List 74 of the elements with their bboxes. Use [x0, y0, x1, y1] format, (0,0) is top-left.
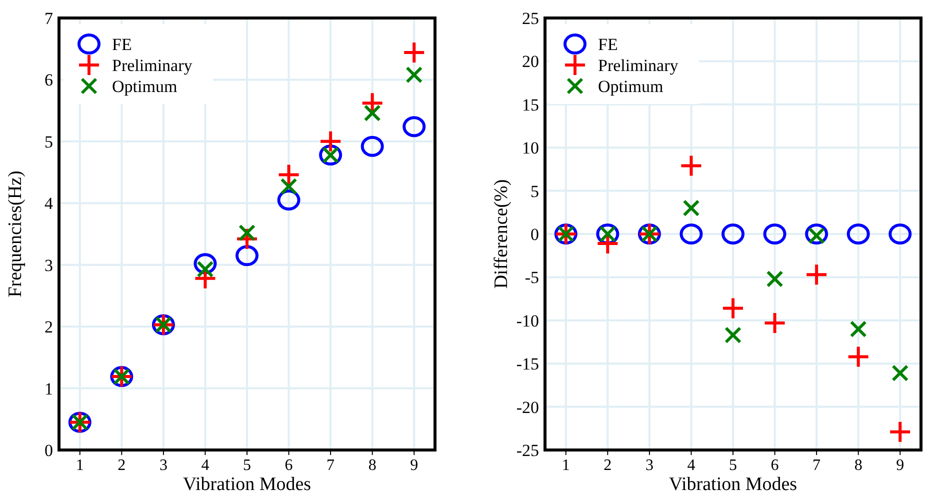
y-axis-title: Difference(%): [491, 179, 512, 289]
point: [850, 320, 867, 338]
x-tick-label: 3: [645, 457, 654, 474]
point: [680, 224, 703, 244]
x-axis-title: Vibration Modes: [182, 474, 312, 495]
point: [402, 41, 426, 64]
point: [680, 154, 703, 178]
x-tick-label: 8: [368, 457, 376, 474]
y-tick-label: 6: [44, 70, 53, 90]
x-tick-label: 9: [410, 457, 418, 474]
legend-label: Preliminary: [598, 56, 679, 75]
y-tick-label: -15: [516, 354, 539, 374]
x-tick-label: 4: [201, 457, 210, 474]
y-tick-label: 20: [522, 52, 539, 72]
point: [319, 130, 342, 153]
point: [724, 326, 742, 344]
y-tick-label: 5: [44, 132, 53, 152]
x-tick-label: 7: [812, 457, 821, 474]
point: [402, 116, 426, 138]
y-tick-label: 0: [44, 441, 53, 460]
x-tick-label: 9: [896, 457, 904, 474]
y-tick-label: 5: [530, 182, 539, 201]
point: [846, 345, 870, 368]
x-tick-label: 6: [770, 457, 779, 474]
y-tick-label: 1: [44, 379, 53, 398]
point: [406, 66, 423, 84]
y-tick-label: 3: [44, 256, 53, 275]
y-tick-label: 15: [522, 95, 539, 114]
y-tick-label: -10: [516, 311, 539, 330]
x-tick-label: 8: [854, 457, 862, 474]
point: [805, 224, 828, 244]
point: [277, 163, 300, 186]
legend-label: FE: [598, 35, 618, 54]
y-tick-label: -25: [516, 441, 539, 460]
point: [763, 224, 786, 244]
legend-label: Optimum: [112, 77, 178, 96]
point: [892, 364, 909, 382]
y-tick-label: 2: [44, 318, 53, 337]
point: [236, 245, 258, 266]
x-tick-label: 6: [284, 457, 293, 474]
y-tick-label: 7: [44, 9, 54, 28]
x-tick-label: 5: [243, 457, 251, 474]
point: [763, 311, 786, 334]
x-tick-label: 2: [604, 457, 612, 474]
y-tick-label: 0: [530, 225, 539, 244]
x-tick-label: 4: [687, 457, 696, 474]
point: [722, 224, 744, 244]
x-tick-label: 2: [118, 457, 126, 474]
legend-label: Optimum: [598, 77, 664, 96]
y-tick-label: -20: [516, 398, 539, 417]
point: [888, 420, 912, 444]
point: [846, 224, 870, 244]
x-tick-label: 3: [159, 457, 168, 474]
point: [280, 178, 298, 195]
x-axis-title: Vibration Modes: [668, 474, 798, 495]
legend-label: FE: [112, 35, 132, 54]
y-tick-label: 10: [522, 138, 539, 158]
x-tick-label: 5: [729, 457, 737, 474]
x-tick-label: 1: [76, 457, 84, 474]
point: [682, 200, 700, 217]
point: [888, 224, 912, 244]
legend-label: Preliminary: [112, 56, 193, 75]
y-tick-label: 25: [522, 9, 539, 28]
x-tick-label: 1: [562, 457, 570, 474]
y-tick-label: -5: [524, 268, 539, 288]
point: [238, 224, 256, 242]
point: [805, 263, 828, 286]
y-tick-label: 4: [44, 194, 54, 214]
point: [364, 104, 381, 122]
y-axis-title: Frequencies(Hz): [5, 170, 26, 298]
point: [766, 270, 784, 288]
point: [722, 296, 744, 320]
x-tick-label: 7: [326, 457, 335, 474]
point: [360, 136, 384, 157]
